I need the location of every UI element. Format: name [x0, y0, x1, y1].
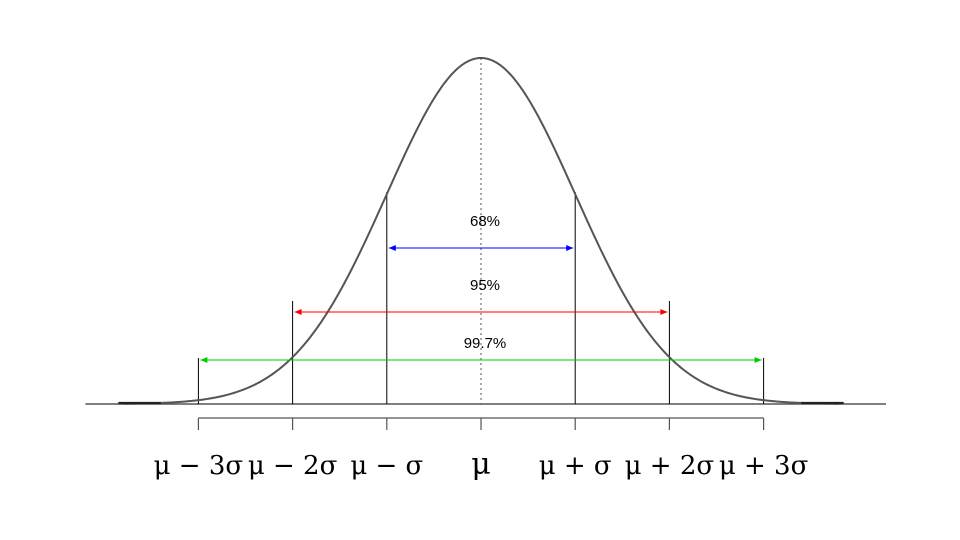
x-tick-label: μ − σ — [350, 451, 423, 481]
x-tick-label: μ + σ — [539, 451, 612, 481]
sigma-lines-layer — [197, 58, 765, 404]
interval-arrowhead-left — [200, 357, 208, 363]
x-tick-label: μ — [471, 447, 491, 482]
interval-arrowhead-right — [754, 357, 762, 363]
interval-label: 68% — [470, 213, 500, 230]
interval-arrows-layer — [200, 245, 762, 363]
interval-label: 95% — [470, 277, 500, 294]
axis-layer — [85, 403, 887, 430]
density-curve — [123, 56, 839, 405]
x-tick-label: μ + 3σ — [719, 451, 809, 481]
x-tick-label: μ + 2σ — [625, 451, 715, 481]
x-tick-label: μ − 2σ — [248, 451, 338, 481]
interval-arrowhead-left — [294, 309, 302, 315]
interval-arrowhead-left — [388, 245, 396, 251]
labels-layer: 68% 95% 99.7% μ − 3σ μ − 2σ μ − σ μ μ + σ μ + 2σ… — [154, 213, 809, 482]
x-tick-label: μ − 3σ — [154, 451, 244, 481]
interval-arrowhead-right — [566, 245, 574, 251]
curve-layer — [118, 56, 844, 405]
interval-arrowhead-right — [660, 309, 668, 315]
interval-label: 99.7% — [464, 335, 507, 352]
